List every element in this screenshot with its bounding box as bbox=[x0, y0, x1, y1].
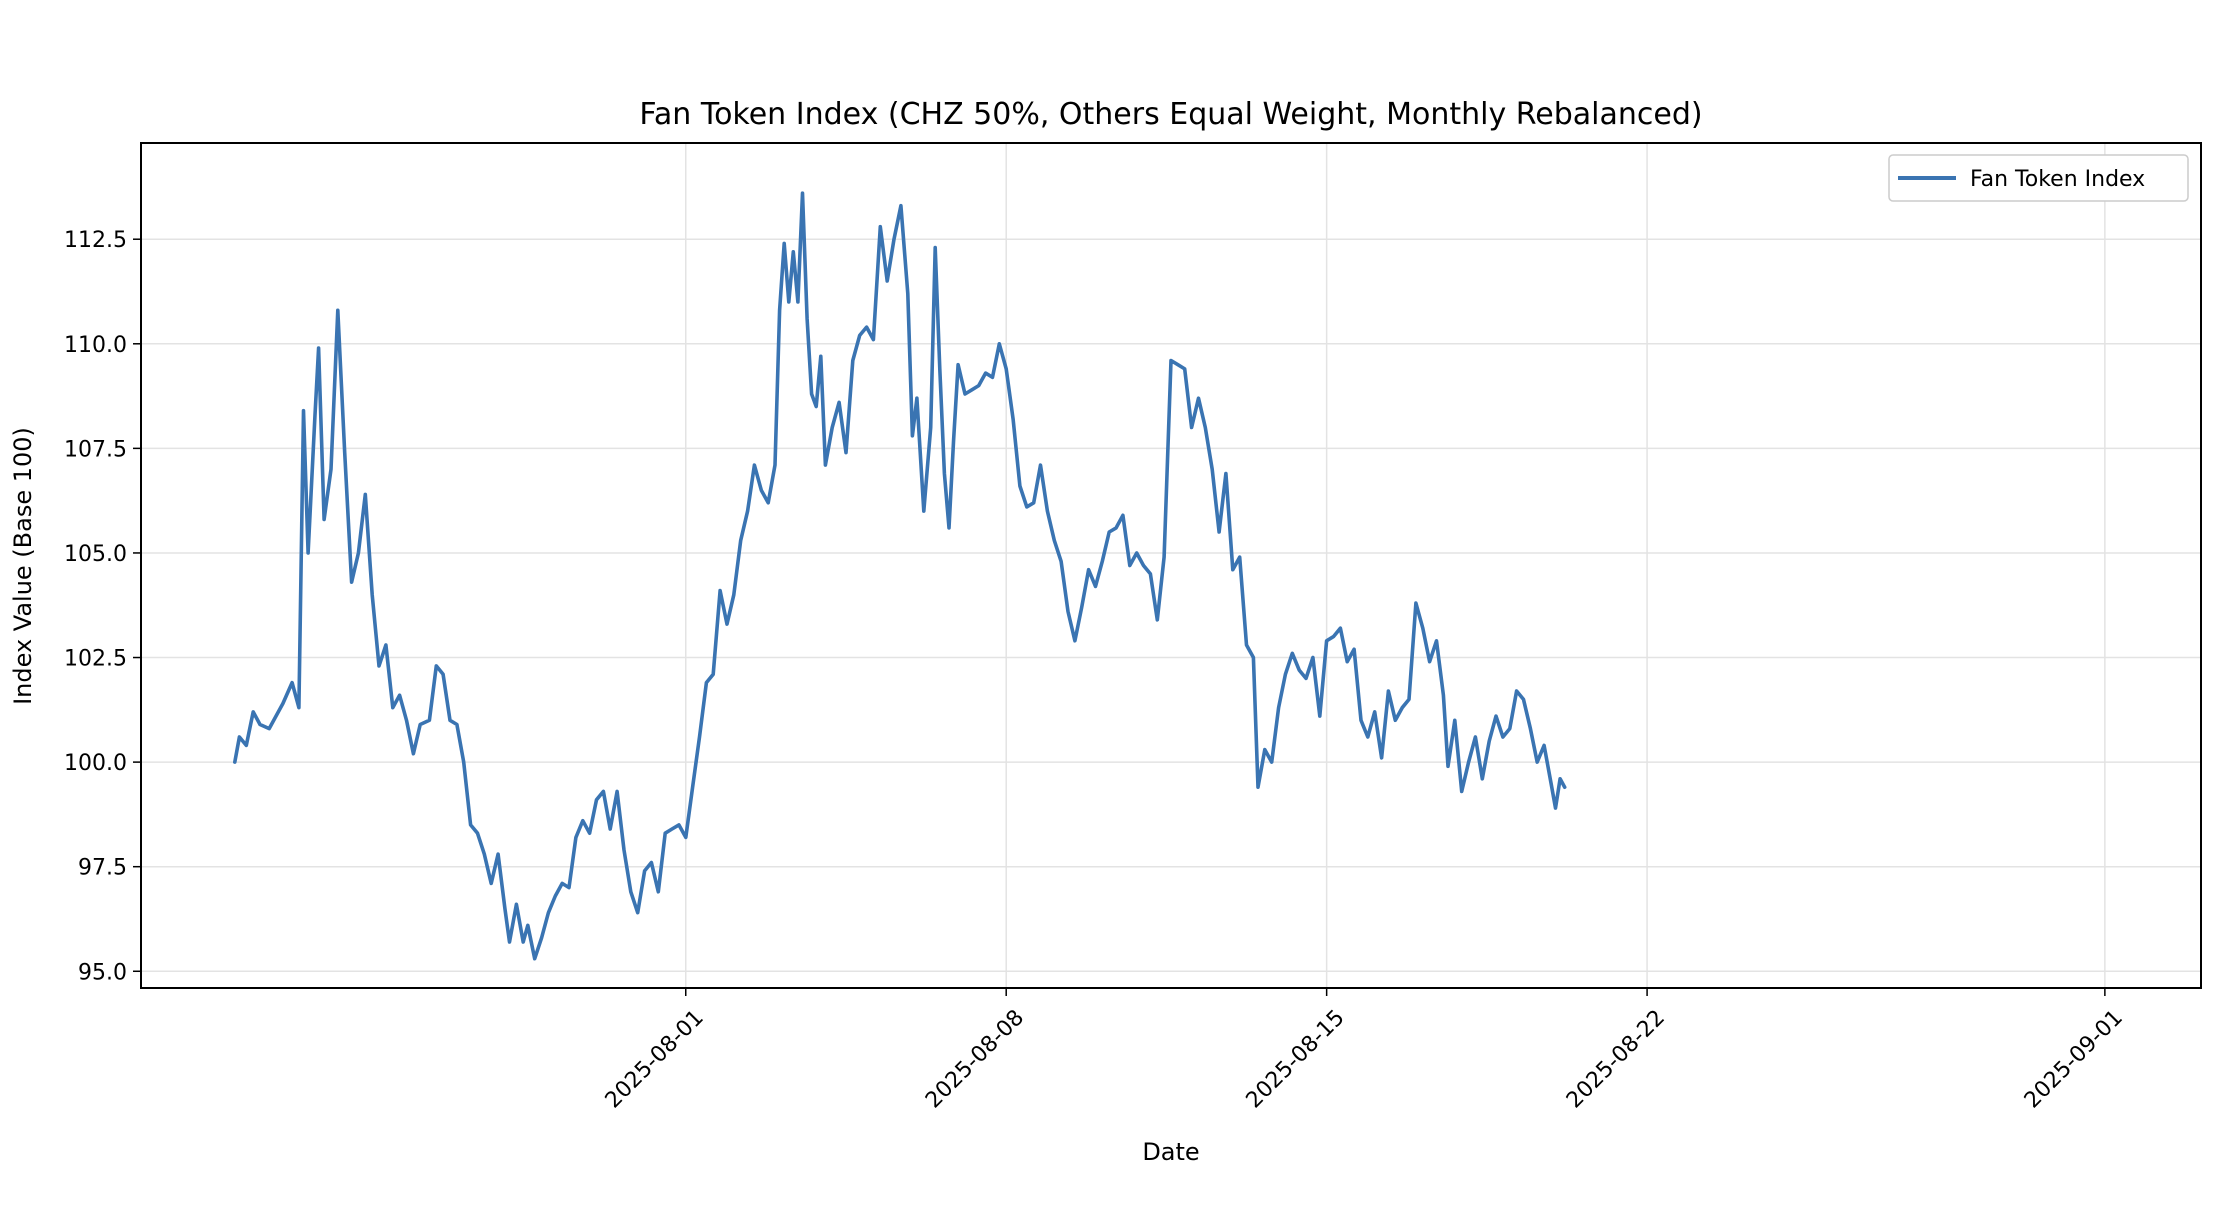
y-tick-label: 102.5 bbox=[64, 647, 127, 672]
y-tick-label: 95.0 bbox=[78, 960, 127, 985]
legend-box bbox=[1888, 154, 2189, 202]
chart-title: Fan Token Index (CHZ 50%, Others Equal W… bbox=[639, 97, 1702, 132]
series-line-fan-token-index bbox=[233, 191, 1567, 961]
y-tick-label: 105.0 bbox=[64, 542, 127, 567]
legend-label: Fan Token Index bbox=[1970, 167, 2145, 192]
grid bbox=[141, 143, 2201, 988]
y-tick-label: 100.0 bbox=[64, 751, 127, 776]
plot-frame bbox=[140, 142, 2202, 989]
x-axis-label: Date bbox=[1142, 1138, 1199, 1166]
y-axis-label: Index Value (Base 100) bbox=[9, 427, 37, 705]
y-tick-label: 110.0 bbox=[64, 333, 127, 358]
y-tick-label: 97.5 bbox=[78, 856, 127, 881]
series-layer bbox=[233, 191, 1567, 961]
y-tick-label: 107.5 bbox=[64, 437, 127, 462]
y-tick-label: 112.5 bbox=[64, 228, 127, 253]
legend: Fan Token Index bbox=[1888, 154, 2189, 202]
